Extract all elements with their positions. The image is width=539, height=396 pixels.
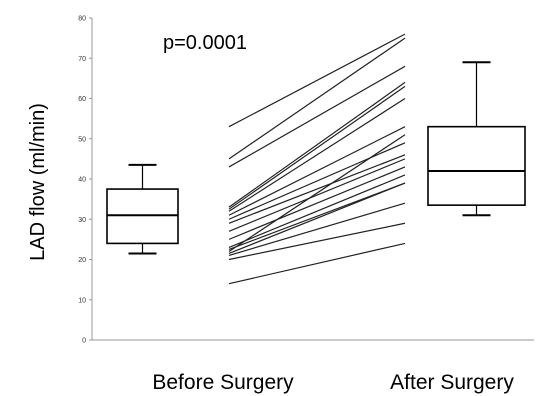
y-tick-label: 80 <box>78 16 86 23</box>
y-tick-label: 50 <box>78 136 86 143</box>
x-category-label: Before Surgery <box>152 371 294 394</box>
p-value-annotation: p=0.0001 <box>163 32 247 54</box>
box <box>427 125 526 206</box>
paired-line <box>228 37 406 160</box>
paired-line <box>228 142 406 220</box>
y-tick-label: 70 <box>78 56 86 63</box>
paired-lines <box>228 33 406 285</box>
y-tick-label: 10 <box>78 297 86 304</box>
y-tick-label: 60 <box>78 96 86 103</box>
paired-line <box>228 134 406 252</box>
paired-line <box>228 174 406 248</box>
y-tick-label: 30 <box>78 217 86 224</box>
y-tick-label: 20 <box>78 257 86 264</box>
y-ticks: 0 10 20 30 40 50 60 70 80 <box>78 16 92 345</box>
paired-line <box>228 97 406 212</box>
paired-line <box>228 126 406 216</box>
paired-line <box>228 182 406 255</box>
paired-line <box>228 166 406 240</box>
paired-line <box>228 85 406 210</box>
paired-line <box>228 154 406 224</box>
paired-line <box>228 33 406 128</box>
y-axis-label: LAD flow (ml/min) <box>27 103 49 261</box>
box-plots <box>106 61 526 255</box>
box <box>106 188 179 245</box>
y-tick-label: 40 <box>78 177 86 184</box>
paired-line <box>228 242 406 285</box>
paired-line <box>228 202 406 257</box>
x-category-label: After Surgery <box>390 371 514 394</box>
paired-line <box>228 158 406 232</box>
y-tick-label: 0 <box>82 338 86 345</box>
x-category-labels: Before Surgery After Surgery <box>152 371 514 394</box>
paired-line <box>228 81 406 208</box>
paired-line <box>228 222 406 261</box>
paired-line <box>228 65 406 168</box>
paired-line <box>228 182 406 250</box>
